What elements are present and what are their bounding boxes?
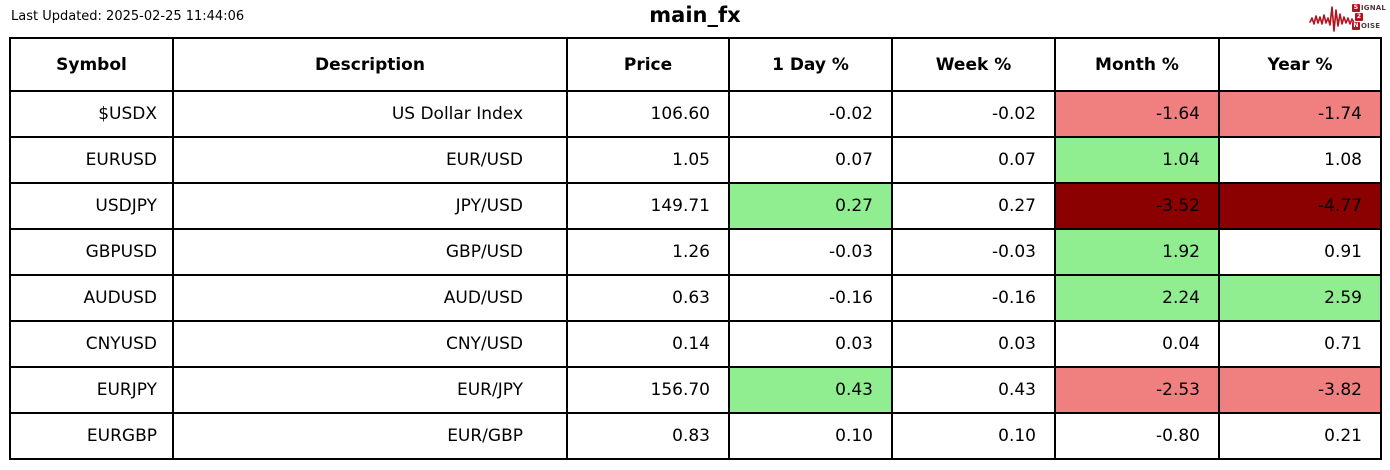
cell-week-pct: 0.43	[891, 366, 1056, 414]
table-row: USDJPY JPY/USD 149.71 0.27 0.27 -3.52 -4.77	[9, 182, 1382, 230]
cell-1day-pct: 0.27	[728, 182, 893, 230]
table-row: EURJPY EUR/JPY 156.70 0.43 0.43 -2.53 -3.82	[9, 366, 1382, 414]
cell-week-pct: -0.16	[891, 274, 1056, 322]
cell-price: 0.63	[566, 274, 730, 322]
logo-2-badge: 2	[1355, 13, 1363, 21]
cell-price: 149.71	[566, 182, 730, 230]
cell-price: 1.26	[566, 228, 730, 276]
cell-symbol: $USDX	[9, 90, 174, 138]
cell-year-pct: 1.08	[1218, 136, 1382, 184]
logo-text: S IGNAL 2 N OISE	[1352, 4, 1386, 30]
cell-symbol: CNYUSD	[9, 320, 174, 368]
cell-year-pct: 0.21	[1218, 412, 1382, 460]
cell-week-pct: -0.03	[891, 228, 1056, 276]
fx-table: Symbol Description Price 1 Day % Week % Month…	[9, 37, 1382, 460]
cell-year-pct: -1.74	[1218, 90, 1382, 138]
signal2noise-logo: S IGNAL 2 N OISE	[1309, 1, 1387, 35]
header-year-pct: Year %	[1218, 37, 1382, 92]
logo-line-signal: S IGNAL	[1352, 4, 1386, 12]
table-row: AUDUSD AUD/USD 0.63 -0.16 -0.16 2.24 2.59	[9, 274, 1382, 322]
cell-month-pct: 0.04	[1054, 320, 1220, 368]
cell-year-pct: 0.91	[1218, 228, 1382, 276]
header-row: Symbol Description Price 1 Day % Week % Month…	[9, 37, 1382, 92]
header-symbol: Symbol	[9, 37, 174, 92]
cell-description: JPY/USD	[172, 182, 568, 230]
cell-week-pct: -0.02	[891, 90, 1056, 138]
cell-month-pct: 1.04	[1054, 136, 1220, 184]
logo-line-2: 2	[1355, 13, 1386, 21]
waveform-icon	[1309, 2, 1359, 34]
cell-month-pct: 1.92	[1054, 228, 1220, 276]
cell-symbol: AUDUSD	[9, 274, 174, 322]
table-row: EURUSD EUR/USD 1.05 0.07 0.07 1.04 1.08	[9, 136, 1382, 184]
header-1day-pct: 1 Day %	[728, 37, 893, 92]
cell-description: EUR/GBP	[172, 412, 568, 460]
header-week-pct: Week %	[891, 37, 1056, 92]
header-description: Description	[172, 37, 568, 92]
cell-1day-pct: -0.02	[728, 90, 893, 138]
cell-1day-pct: 0.03	[728, 320, 893, 368]
cell-week-pct: 0.10	[891, 412, 1056, 460]
cell-week-pct: 0.07	[891, 136, 1056, 184]
logo-s-badge: S	[1352, 4, 1360, 12]
cell-description: AUD/USD	[172, 274, 568, 322]
cell-month-pct: -0.80	[1054, 412, 1220, 460]
table-row: GBPUSD GBP/USD 1.26 -0.03 -0.03 1.92 0.91	[9, 228, 1382, 276]
cell-week-pct: 0.27	[891, 182, 1056, 230]
cell-symbol: EURJPY	[9, 366, 174, 414]
cell-year-pct: 2.59	[1218, 274, 1382, 322]
logo-signal-rest: IGNAL	[1361, 4, 1387, 12]
table-row: $USDX US Dollar Index 106.60 -0.02 -0.02 -1.6…	[9, 90, 1382, 138]
cell-1day-pct: 0.10	[728, 412, 893, 460]
cell-month-pct: -3.52	[1054, 182, 1220, 230]
cell-month-pct: 2.24	[1054, 274, 1220, 322]
cell-description: US Dollar Index	[172, 90, 568, 138]
logo-n-badge: N	[1352, 22, 1360, 30]
logo-noise-rest: OISE	[1361, 22, 1381, 30]
cell-year-pct: -4.77	[1218, 182, 1382, 230]
cell-description: EUR/USD	[172, 136, 568, 184]
cell-1day-pct: -0.03	[728, 228, 893, 276]
cell-symbol: EURGBP	[9, 412, 174, 460]
fx-table-body: $USDX US Dollar Index 106.60 -0.02 -0.02 -1.6…	[9, 90, 1382, 460]
header-month-pct: Month %	[1054, 37, 1220, 92]
cell-description: GBP/USD	[172, 228, 568, 276]
cell-price: 1.05	[566, 136, 730, 184]
cell-symbol: USDJPY	[9, 182, 174, 230]
cell-1day-pct: 0.07	[728, 136, 893, 184]
cell-year-pct: 0.71	[1218, 320, 1382, 368]
fx-table-header: Symbol Description Price 1 Day % Week % Month…	[9, 37, 1382, 92]
cell-description: CNY/USD	[172, 320, 568, 368]
cell-price: 0.83	[566, 412, 730, 460]
last-updated-timestamp: Last Updated: 2025-02-25 11:44:06	[11, 9, 245, 24]
cell-month-pct: -1.64	[1054, 90, 1220, 138]
cell-year-pct: -3.82	[1218, 366, 1382, 414]
cell-week-pct: 0.03	[891, 320, 1056, 368]
cell-1day-pct: 0.43	[728, 366, 893, 414]
page-title: main_fx	[649, 3, 741, 27]
table-row: EURGBP EUR/GBP 0.83 0.10 0.10 -0.80 0.21	[9, 412, 1382, 460]
logo-line-noise: N OISE	[1352, 22, 1386, 30]
cell-1day-pct: -0.16	[728, 274, 893, 322]
cell-price: 106.60	[566, 90, 730, 138]
table-row: CNYUSD CNY/USD 0.14 0.03 0.03 0.04 0.71	[9, 320, 1382, 368]
cell-symbol: EURUSD	[9, 136, 174, 184]
cell-symbol: GBPUSD	[9, 228, 174, 276]
cell-month-pct: -2.53	[1054, 366, 1220, 414]
cell-price: 0.14	[566, 320, 730, 368]
cell-price: 156.70	[566, 366, 730, 414]
cell-description: EUR/JPY	[172, 366, 568, 414]
header-price: Price	[566, 37, 730, 92]
